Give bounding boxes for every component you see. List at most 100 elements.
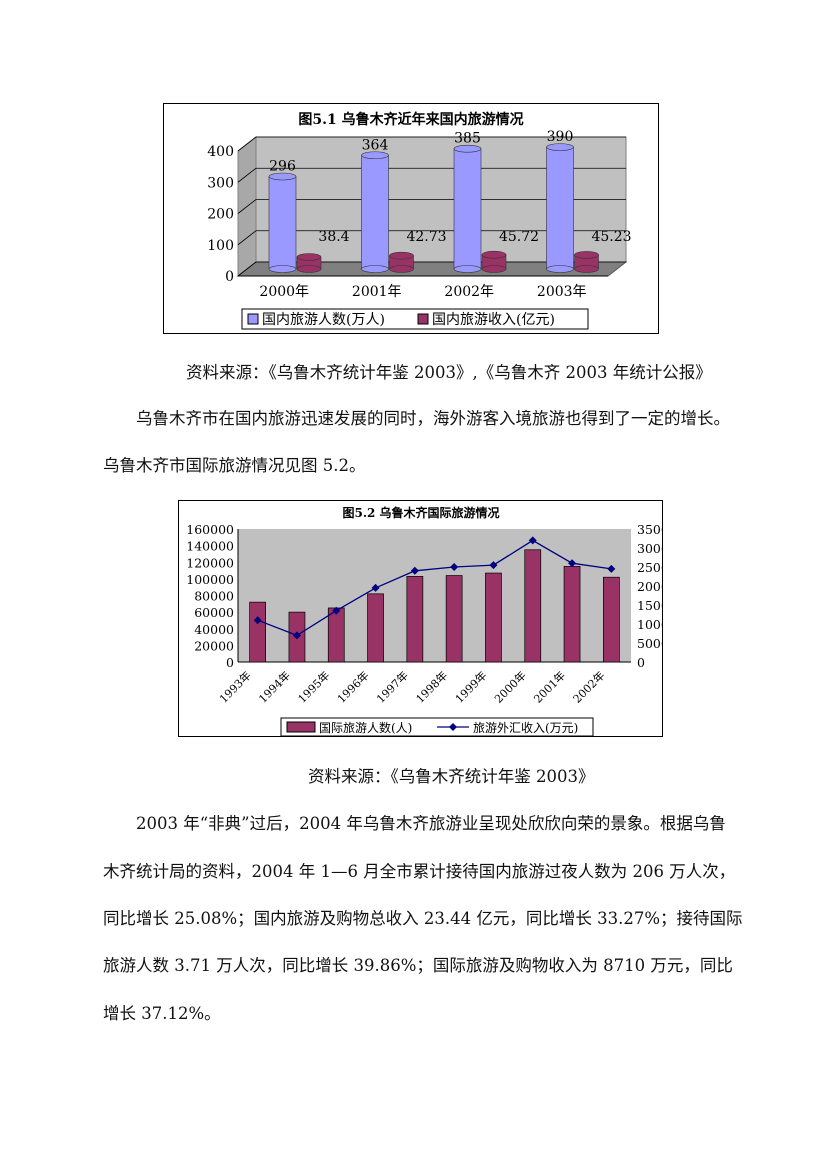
- bar-top: [546, 143, 574, 151]
- chart-title: 图5.2 乌鲁木齐国际旅游情况: [342, 505, 499, 520]
- line-marker: [253, 616, 262, 625]
- bar-bottom: [574, 265, 599, 273]
- x-tick-label: 1997年: [373, 668, 410, 705]
- line-marker: [292, 631, 301, 640]
- bar-top: [296, 253, 322, 261]
- y-left-tick-label: 80000: [194, 589, 234, 604]
- legend-label: 国内旅游人数(万人): [262, 312, 385, 328]
- y-right-tick-label: 15000: [637, 598, 662, 613]
- bar-bottom: [296, 265, 322, 273]
- x-tick-label: 1995年: [295, 668, 332, 705]
- gridline: [237, 136, 626, 152]
- bar-bottom: [453, 265, 482, 273]
- y-tick-label: 200: [207, 207, 234, 223]
- paragraph-1-line-1: 乌鲁木齐市在国内旅游迅速发展的同时，海外游客入境旅游也得到了一定的增长。: [136, 409, 730, 428]
- x-tick-label: 2000年: [259, 284, 309, 300]
- source-note-2: 资料来源：《乌鲁木齐统计年鉴 2003》: [308, 767, 595, 786]
- bar-visitors: [361, 154, 389, 270]
- y-left-tick-label: 60000: [194, 605, 234, 620]
- bar-visitors: [603, 576, 620, 663]
- line-marker: [489, 561, 498, 570]
- data-label: 296: [269, 159, 296, 175]
- bar-visitors: [367, 593, 384, 663]
- legend-marker: [449, 723, 457, 731]
- y-left-tick-label: 0: [226, 655, 234, 670]
- x-tick-label: 1999年: [452, 668, 489, 705]
- data-label: 42.73: [406, 229, 446, 245]
- legend-swatch: [247, 313, 259, 325]
- y-tick-label: 300: [207, 175, 234, 191]
- paragraph-1-line-2: 乌鲁木齐市国际旅游情况见图 5.2。: [103, 456, 366, 475]
- x-tick-label: 1993年: [216, 668, 253, 705]
- bar-visitors: [524, 549, 542, 663]
- y-tick-label: 0: [225, 269, 234, 285]
- x-tick-label: 2001年: [531, 668, 568, 705]
- bar-visitors: [268, 176, 297, 270]
- bar-visitors: [327, 607, 345, 663]
- bar-top: [481, 250, 507, 259]
- x-tick-label: 2001年: [352, 284, 402, 300]
- legend-box: [241, 308, 589, 330]
- legend-swatch: [417, 313, 429, 325]
- line-marker: [410, 566, 419, 575]
- data-label: 45.72: [499, 229, 539, 245]
- y-right-tick-label: 25000: [637, 560, 662, 575]
- line-marker: [607, 564, 616, 573]
- y-left-tick-label: 160000: [186, 522, 234, 537]
- line-income: [257, 539, 612, 637]
- x-tick-label: 1996年: [334, 668, 371, 705]
- line-marker: [528, 536, 537, 545]
- y-tick-label: 400: [207, 144, 234, 160]
- legend-label: 国际旅游人数(人): [319, 720, 412, 735]
- line-marker: [332, 606, 341, 615]
- gridline: [237, 230, 626, 246]
- data-label: 38.4: [318, 229, 349, 245]
- gridline: [237, 199, 626, 214]
- chart-title: 图5.1 乌鲁木齐近年来国内旅游情况: [298, 111, 523, 128]
- bar-visitors: [445, 575, 463, 663]
- bar-visitors: [485, 572, 502, 663]
- paragraph-2-line-1: 2003 年“非典”过后，2004 年乌鲁木齐旅游业呈现处欣欣向荣的景象。根据乌…: [136, 814, 726, 833]
- data-label: 364: [362, 137, 389, 153]
- data-label: 390: [547, 129, 574, 145]
- paragraph-2-line-4: 旅游人数 3.71 万人次，同比增长 39.86%；国际旅游及购物收入为 871…: [103, 956, 733, 975]
- data-label: 45.23: [591, 229, 631, 245]
- bar-visitors: [453, 148, 482, 270]
- x-tick-label: 2002年: [444, 284, 494, 300]
- line-marker: [568, 559, 577, 568]
- chart-domestic-tourism: 图5.1 乌鲁木齐近年来国内旅游情况 0 100 200 300 400 2000年 296 3…: [163, 103, 659, 334]
- y-left-tick-label: 100000: [186, 572, 234, 587]
- line-marker: [371, 583, 380, 592]
- y-right-tick-label: 0: [637, 655, 645, 670]
- bar-top: [574, 251, 599, 259]
- y-right-tick-label: 10000: [637, 617, 662, 632]
- line-marker: [450, 563, 459, 571]
- y-right-tick-label: 20000: [637, 579, 662, 594]
- chart1-svg: 图5.1 乌鲁木齐近年来国内旅游情况 0 100 200 300 400 2000年 296 3…: [207, 111, 632, 330]
- bar-top: [361, 151, 389, 160]
- y-left-tick-label: 20000: [194, 638, 234, 653]
- legend-label: 国内旅游收入(亿元): [432, 312, 555, 328]
- bar-top: [389, 251, 414, 260]
- bar-bottom: [546, 265, 574, 273]
- bar-bottom: [389, 265, 414, 273]
- x-tick-label: 2002年: [570, 668, 607, 705]
- chart-international-tourism: 图5.2 乌鲁木齐国际旅游情况 0 20000 40000 60000 80000 1000…: [178, 500, 677, 737]
- x-tick-label: 2003年: [537, 284, 587, 300]
- y-left-tick-label: 140000: [186, 539, 234, 554]
- bar-visitors: [249, 601, 267, 663]
- legend-swatch-bar: [286, 721, 316, 733]
- y-left-tick-label: 40000: [194, 622, 234, 637]
- source-note-1: 资料来源：《乌鲁木齐统计年鉴 2003》,《乌鲁木齐 2003 年统计公报》: [186, 363, 712, 382]
- bar-bottom: [361, 265, 389, 273]
- y-right-tick-label: 5000: [637, 636, 662, 651]
- bar-visitors: [563, 566, 581, 663]
- x-tick-label: 1998年: [413, 668, 450, 705]
- bar-bottom: [268, 265, 297, 273]
- bar-top: [453, 144, 482, 153]
- bar-visitors: [546, 146, 574, 270]
- chart2-svg: 图5.2 乌鲁木齐国际旅游情况0200004000060000800001000…: [186, 505, 677, 737]
- bar-bottom: [481, 265, 507, 273]
- y-tick-label: 100: [207, 238, 234, 254]
- legend-label: 旅游外汇收入(万元): [473, 721, 578, 735]
